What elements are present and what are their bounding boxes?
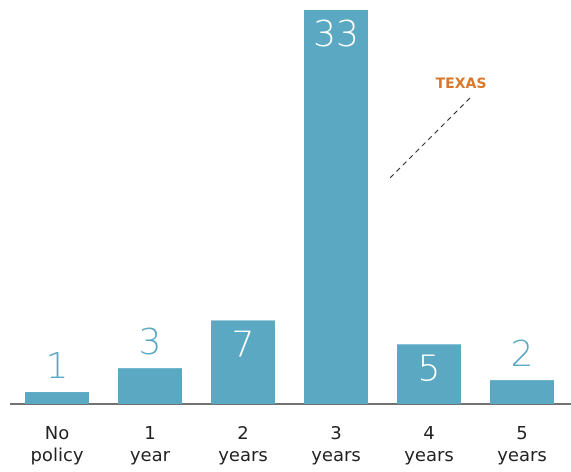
- bar: [304, 10, 368, 404]
- bar: [25, 392, 89, 404]
- annotation: TEXAS: [436, 76, 487, 92]
- annotation-line: [389, 97, 471, 179]
- x-tick-label: 5 years: [497, 423, 547, 466]
- x-tick-label: No policy: [31, 423, 84, 466]
- value-label: 5: [418, 348, 441, 389]
- value-label: 2: [511, 334, 534, 375]
- bar: [490, 380, 554, 404]
- value-label: 3: [139, 322, 162, 363]
- bar: [118, 368, 182, 404]
- x-tick-label: 3 years: [311, 423, 361, 466]
- bar: [397, 344, 461, 404]
- x-tick-label: 1 year: [130, 423, 171, 466]
- x-tick-label: 4 years: [404, 423, 454, 466]
- value-label: 33: [313, 14, 359, 55]
- value-label: 1: [46, 346, 69, 387]
- x-tick-label: 2 years: [218, 423, 268, 466]
- value-label: 7: [232, 324, 255, 365]
- bar: [211, 320, 275, 404]
